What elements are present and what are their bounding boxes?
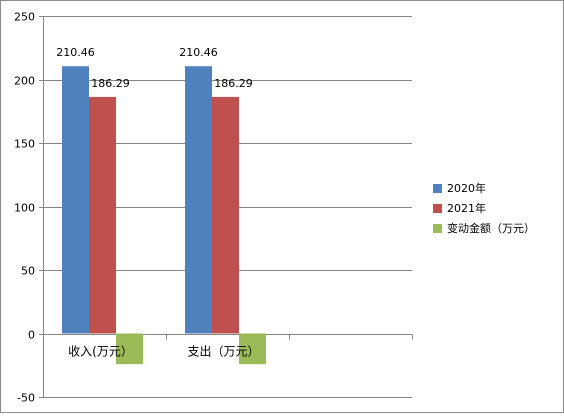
data-label: 210.46 xyxy=(56,46,95,59)
legend-swatch xyxy=(433,184,442,193)
y-tick-label: 100 xyxy=(14,202,35,215)
axes: -50 0 50 100 150 200 250 收入(万元） 支出（万元） xyxy=(14,11,413,405)
bars xyxy=(62,66,266,365)
x-category-label: 支出（万元） xyxy=(187,345,259,359)
legend-label: 2020年 xyxy=(447,181,486,195)
y-tick-label: 250 xyxy=(14,11,35,24)
y-tick-label: 200 xyxy=(14,75,35,88)
bar xyxy=(62,66,89,334)
data-label: 186.29 xyxy=(214,77,253,90)
bar xyxy=(212,96,239,334)
bar xyxy=(89,96,116,334)
data-labels: 210.46 210.46 186.29 186.29 xyxy=(56,46,253,90)
y-tick-label: 0 xyxy=(28,329,35,342)
legend-label: 2021年 xyxy=(447,201,486,215)
bar xyxy=(185,66,212,334)
bar xyxy=(116,333,143,365)
data-label: 210.46 xyxy=(179,46,218,59)
y-tick-label: -50 xyxy=(17,392,35,405)
data-label: 186.29 xyxy=(91,77,130,90)
bar xyxy=(239,333,266,365)
y-tick-label: 150 xyxy=(14,138,35,151)
legend-swatch xyxy=(433,224,442,233)
legend-label: 变动金额（万元） xyxy=(447,221,535,235)
y-tick-label: 50 xyxy=(21,265,35,278)
legend-swatch xyxy=(433,204,442,213)
x-category-label: 收入(万元） xyxy=(68,345,133,359)
